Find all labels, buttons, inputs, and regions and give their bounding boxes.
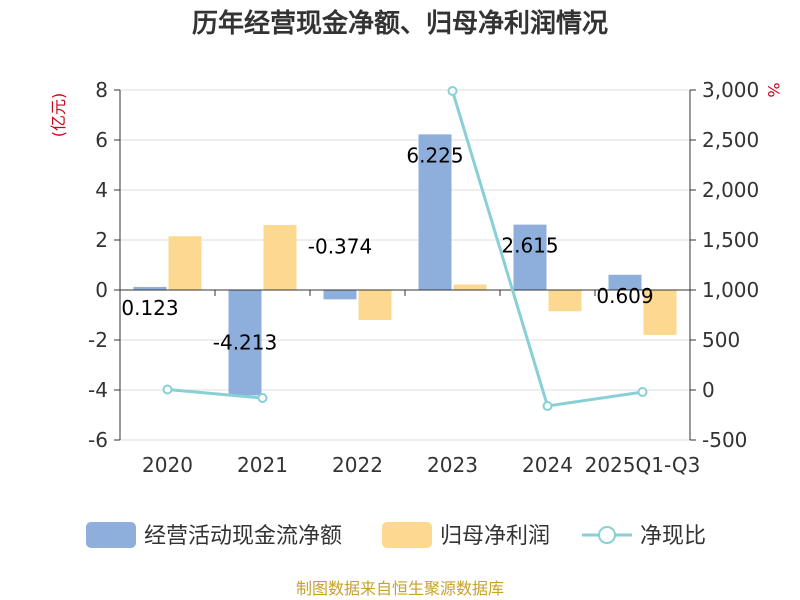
legend-swatch	[382, 522, 432, 548]
legend-label: 归母净利润	[440, 524, 550, 549]
left-tick-label: 0	[95, 278, 108, 302]
cashflow-data-label: -4.213	[213, 330, 277, 354]
cashflow-bar	[608, 274, 642, 290]
legend-label: 经营活动现金流净额	[144, 524, 342, 549]
legend-item[interactable]: 经营活动现金流净额	[86, 522, 342, 549]
right-tick-label: 1,500	[702, 228, 759, 252]
category-label: 2025Q1-Q3	[585, 453, 701, 477]
gridlines	[120, 89, 690, 441]
left-tick-label: 6	[95, 128, 108, 152]
net-profit-bar	[643, 290, 677, 335]
left-axis-unit: (亿元)	[49, 93, 68, 138]
ratio-line	[162, 86, 648, 411]
right-tick-label: 3,000	[702, 78, 759, 102]
left-tick-label: 8	[95, 78, 108, 102]
left-tick-label: 4	[95, 178, 108, 202]
cashflow-bar	[513, 224, 547, 290]
right-axis-unit: %	[764, 82, 783, 97]
net-profit-bar	[453, 284, 487, 290]
right-tick-label: 500	[702, 328, 740, 352]
legend-marker-icon	[598, 526, 616, 544]
legend-item[interactable]: 净现比	[582, 524, 706, 549]
chart-title: 历年经营现金净额、归母净利润情况	[192, 8, 608, 39]
cashflow-bar	[323, 290, 357, 300]
left-tick-label: -2	[88, 328, 108, 352]
ratio-point	[257, 393, 268, 403]
right-tick-label: 1,000	[702, 278, 759, 302]
cashflow-bar	[228, 290, 262, 396]
left-tick-label: -4	[88, 378, 108, 402]
ratio-point	[162, 384, 173, 395]
cashflow-bar	[418, 134, 452, 290]
right-tick-label: -500	[702, 428, 747, 452]
cashflow-data-label: 2.615	[501, 234, 558, 258]
source-note: 制图数据来自恒生聚源数据库	[296, 579, 504, 598]
ratio-point	[637, 387, 648, 397]
right-tick-label: 2,500	[702, 128, 759, 152]
category-label: 2020	[142, 453, 193, 477]
right-tick-label: 0	[702, 378, 715, 402]
cashflow-data-label: 0.609	[596, 284, 653, 308]
ratio-point	[542, 401, 553, 411]
category-label: 2022	[332, 453, 383, 477]
category-label: 2023	[427, 453, 478, 477]
ratio-point	[447, 86, 458, 96]
legend-item[interactable]: 归母净利润	[382, 522, 550, 549]
cashflow-data-label: -0.374	[308, 234, 372, 258]
net-profit-bar	[548, 290, 582, 312]
legend[interactable]: 经营活动现金流净额 归母净利润 净现比	[86, 522, 706, 549]
bars	[133, 134, 677, 396]
category-label: 2024	[522, 453, 573, 477]
left-tick-label: -6	[88, 428, 108, 452]
legend-label: 净现比	[640, 524, 706, 549]
data-labels: 0.123 -4.213 -0.374 6.225 2.615 0.609	[121, 143, 653, 354]
legend-swatch	[86, 522, 136, 548]
right-tick-label: 2,000	[702, 178, 759, 202]
axes: 8 6 4 2 0 -2 -4 -6 3,000 2,500 2,000 1,500 1,000 500 0…	[88, 78, 759, 477]
net-profit-bar	[263, 225, 297, 290]
left-tick-label: 2	[95, 228, 108, 252]
cashflow-data-label: 6.225	[406, 143, 463, 167]
ratio-line-segment	[167, 388, 263, 400]
cashflow-bar	[133, 286, 167, 290]
category-label: 2021	[237, 453, 288, 477]
net-profit-bar	[168, 236, 202, 290]
cashflow-data-label: 0.123	[121, 296, 178, 320]
net-profit-bar	[358, 290, 392, 320]
